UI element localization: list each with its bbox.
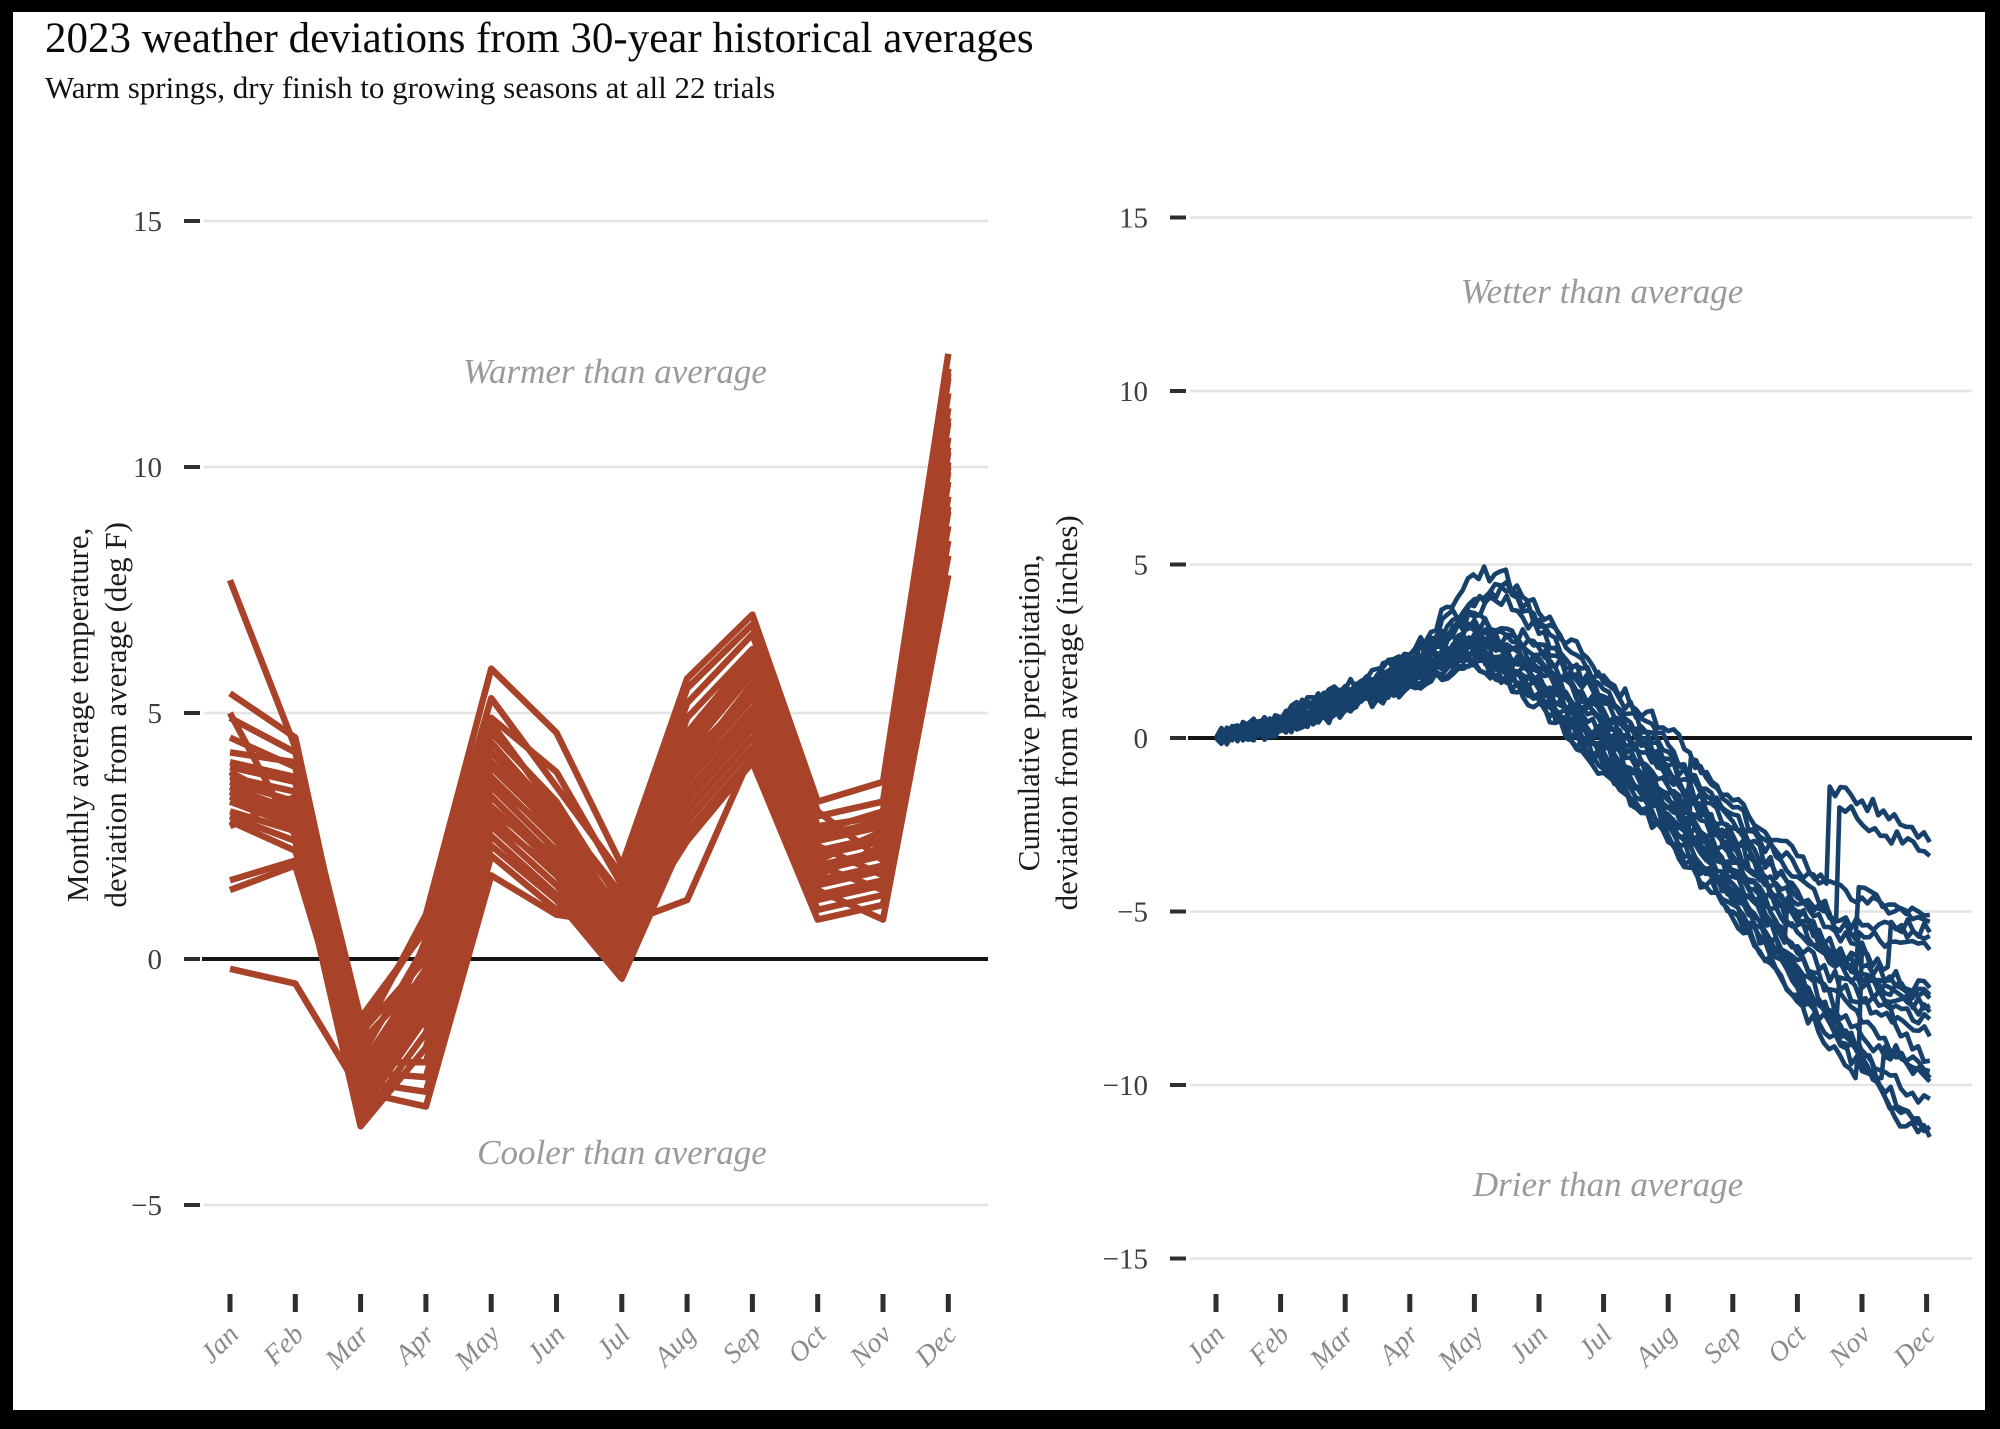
temperature-line-trial-21 [228,505,952,1061]
precipitation-deviation-x-tick-label: Sep [1697,1319,1748,1370]
temperature-deviation-y-tick-label: 15 [133,206,162,238]
temperature-deviation-x-tick-label: Aug [647,1319,702,1374]
precipitation-line-trial-19 [1215,650,1931,1133]
precipitation-line-trial-15 [1215,581,1932,973]
precipitation-deviation-y-tick-label: −5 [1117,897,1148,929]
precipitation-line-trial-22 [1214,635,1932,1084]
temperature-deviation-y-tick-label: −5 [131,1190,162,1222]
precipitation-deviation-x-tick-label: Apr [1372,1319,1425,1372]
temperature-deviation-x-tick-label: Feb [257,1319,310,1372]
precipitation-deviation-x-tick-label: Jan [1180,1319,1231,1370]
precipitation-deviation-x-tick-label: Oct [1762,1318,1813,1369]
precipitation-deviation-y-tick-label: 5 [1134,550,1149,582]
temperature-deviation-x-tick-label: Sep [717,1319,768,1370]
annotation-drier: Drier than average [1472,1165,1744,1204]
precipitation-deviation-y-tick-label: 0 [1134,723,1149,755]
temperature-deviation-x-tick-label: Jun [521,1319,572,1370]
precipitation-deviation-x-tick-label: Nov [1822,1319,1877,1374]
precipitation-lines [1213,564,1932,1139]
precipitation-deviation-x-tick-label: Mar [1303,1319,1360,1376]
annotation-wetter: Wetter than average [1460,272,1744,311]
temperature-y-axis-label-line2: deviation from average (deg F) [98,522,133,908]
chart-title: 2023 weather deviations from 30-year his… [45,15,1034,62]
precipitation-deviation-x-tick-label: Jul [1572,1319,1618,1365]
temperature-deviation-y-tick-label: 10 [133,452,162,484]
chart-subtitle: Warm springs, dry finish to growing seas… [45,70,776,105]
temperature-deviation-x-tick-label: Apr [388,1319,441,1372]
precipitation-deviation-x-tick-label: Aug [1628,1319,1683,1374]
temperature-line-trial-22 [229,461,952,1037]
temperature-deviation-x-tick-label: Dec [909,1319,964,1374]
temperature-deviation-x-tick-label: Jan [194,1319,245,1370]
precipitation-deviation-x-tick-label: May [1432,1319,1490,1377]
temperature-y-axis-label: Monthly average temperature, deviation f… [59,335,135,1095]
precipitation-deviation-y-tick-label: 15 [1119,203,1148,235]
precipitation-deviation-y-tick-label: −15 [1103,1244,1148,1276]
temperature-deviation-x-tick-label: Mar [319,1319,376,1376]
temperature-y-axis-label-line1: Monthly average temperature, [60,527,96,903]
temperature-deviation-y-tick-label: 0 [148,944,163,976]
precipitation-line-trial-02 [1215,579,1932,921]
precipitation-y-axis-label-line1: Cumulative precipitation, [1011,554,1047,872]
precipitation-deviation-y-tick-label: 10 [1119,376,1148,408]
precipitation-deviation-x-tick-label: Dec [1887,1319,1942,1374]
precipitation-line-trial-17 [1215,645,1931,1081]
annotation-warmer: Warmer than average [463,352,767,391]
temperature-line-trial-12 [228,510,952,1130]
temperature-deviation-x-tick-label: May [448,1319,506,1377]
figure-canvas: 2023 weather deviations from 30-year his… [13,12,1985,1410]
annotation-cooler: Cooler than average [477,1133,767,1172]
precipitation-deviation-x-tick-label: Feb [1242,1319,1295,1372]
temperature-deviation-y-tick-label: 5 [148,698,163,730]
precipitation-deviation-x-tick-label: Jun [1503,1319,1554,1370]
precipitation-line-trial-13 [1214,593,1930,942]
temperature-deviation-x-tick-label: Oct [782,1318,833,1369]
precipitation-line-trial-21 [1214,612,1932,994]
temperature-deviation-x-tick-label: Jul [591,1319,637,1365]
precipitation-y-axis-label-line2: deviation from average (inches) [1049,515,1084,911]
precipitation-y-axis-label: Cumulative precipitation, deviation from… [1010,333,1086,1093]
temperature-lines [226,353,952,1130]
temperature-deviation-x-tick-label: Nov [843,1319,898,1374]
precipitation-deviation-y-tick-label: −10 [1103,1070,1148,1102]
